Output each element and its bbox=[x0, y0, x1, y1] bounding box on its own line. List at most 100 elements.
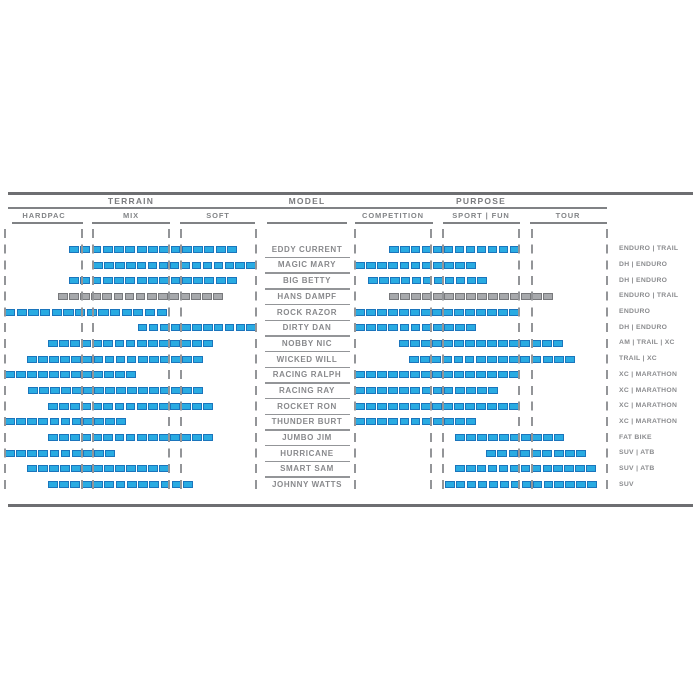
model-row-separator bbox=[265, 382, 350, 384]
bar-segment bbox=[16, 308, 27, 316]
bar-segment bbox=[203, 324, 213, 332]
bar-segment bbox=[355, 418, 365, 426]
bar-segment bbox=[476, 339, 486, 347]
bar-segment bbox=[455, 465, 465, 473]
bar-segment bbox=[454, 308, 464, 316]
bar-segment bbox=[400, 277, 411, 285]
bar-segment bbox=[60, 371, 70, 379]
bar-segment bbox=[399, 339, 409, 347]
bar-segment bbox=[476, 245, 487, 253]
bar-segment bbox=[80, 292, 90, 300]
bar-segment bbox=[38, 371, 48, 379]
bar-segment bbox=[400, 292, 410, 300]
bar-segment bbox=[444, 481, 455, 489]
bar-segment bbox=[125, 245, 136, 253]
category-label: XC | MARATHON bbox=[619, 370, 678, 378]
bar-segment bbox=[114, 277, 125, 285]
bar-segment bbox=[16, 371, 26, 379]
bar-segment bbox=[454, 387, 465, 395]
grid-dashed-line bbox=[92, 229, 94, 491]
model-label: SMART SAM bbox=[280, 464, 334, 474]
bar-segment bbox=[444, 261, 454, 269]
model-label: THUNDER BURT bbox=[271, 417, 343, 427]
bar-segment bbox=[235, 324, 246, 332]
bar-segment bbox=[5, 308, 16, 316]
terrain-range-bar bbox=[138, 324, 256, 332]
bar-segment bbox=[366, 387, 376, 395]
bar-segment bbox=[466, 261, 476, 269]
bar-segment bbox=[69, 277, 79, 285]
bar-segment bbox=[455, 434, 465, 442]
category-label: XC | MARATHON bbox=[619, 402, 678, 410]
column-label-competition: COMPETITION bbox=[362, 211, 424, 220]
bar-segment bbox=[476, 402, 486, 410]
bar-segment bbox=[519, 449, 530, 457]
bar-segment bbox=[103, 339, 114, 347]
bar-segment bbox=[355, 261, 365, 269]
bar-segment bbox=[183, 481, 193, 489]
bar-segment bbox=[138, 324, 148, 332]
bar-segment bbox=[565, 355, 575, 363]
bar-segment bbox=[498, 355, 508, 363]
chart-bottom-rule bbox=[8, 504, 693, 507]
purpose-range-bar bbox=[368, 277, 488, 285]
chart-header-rule bbox=[8, 207, 607, 209]
bar-segment bbox=[202, 292, 213, 300]
bar-segment bbox=[224, 261, 235, 269]
bar-segment bbox=[115, 371, 125, 379]
bar-segment bbox=[444, 277, 455, 285]
model-row-separator bbox=[265, 366, 350, 368]
bar-segment bbox=[465, 245, 476, 253]
grid-dashed-line bbox=[81, 229, 83, 491]
bar-segment bbox=[443, 387, 454, 395]
bar-segment bbox=[191, 292, 201, 300]
column-label-tour: TOUR bbox=[555, 211, 581, 220]
purpose-range-bar bbox=[486, 449, 587, 457]
bar-segment bbox=[477, 481, 488, 489]
bar-segment bbox=[16, 418, 26, 426]
bar-segment bbox=[94, 418, 104, 426]
bar-segment bbox=[399, 387, 410, 395]
bar-segment bbox=[5, 449, 15, 457]
bar-segment bbox=[70, 434, 80, 442]
bar-segment bbox=[576, 481, 586, 489]
terrain-range-bar bbox=[28, 387, 203, 395]
model-label: ROCK RAZOR bbox=[276, 307, 338, 317]
bar-segment bbox=[57, 292, 68, 300]
bar-segment bbox=[388, 387, 398, 395]
column-underline bbox=[443, 222, 520, 224]
bar-segment bbox=[102, 245, 113, 253]
bar-segment bbox=[27, 465, 37, 473]
bar-segment bbox=[192, 324, 202, 332]
grid-dashed-line bbox=[254, 229, 257, 491]
bar-segment bbox=[104, 261, 114, 269]
bar-segment bbox=[542, 449, 553, 457]
bar-segment bbox=[532, 481, 543, 489]
bar-segment bbox=[51, 308, 62, 316]
bar-segment bbox=[235, 261, 246, 269]
bar-segment bbox=[202, 261, 213, 269]
bar-segment bbox=[432, 339, 442, 347]
bar-segment bbox=[126, 371, 136, 379]
bar-segment bbox=[410, 324, 421, 332]
bar-segment bbox=[520, 465, 531, 473]
model-label: HANS DAMPF bbox=[277, 291, 337, 301]
model-label: JUMBO JIM bbox=[282, 432, 332, 442]
bar-segment bbox=[148, 465, 158, 473]
bar-segment bbox=[488, 292, 498, 300]
bar-segment bbox=[69, 292, 79, 300]
bar-segment bbox=[182, 355, 192, 363]
bar-segment bbox=[475, 355, 486, 363]
category-label: TRAIL | XC bbox=[619, 355, 658, 363]
bar-segment bbox=[444, 418, 454, 426]
purpose-range-bar bbox=[355, 418, 476, 426]
bar-segment bbox=[410, 418, 421, 426]
bar-segment bbox=[420, 355, 430, 363]
bar-segment bbox=[136, 277, 147, 285]
bar-segment bbox=[203, 434, 214, 442]
bar-segment bbox=[487, 245, 498, 253]
terrain-range-bar bbox=[93, 261, 256, 269]
bar-segment bbox=[564, 465, 574, 473]
bar-segment bbox=[553, 355, 564, 363]
bar-segment bbox=[576, 449, 587, 457]
